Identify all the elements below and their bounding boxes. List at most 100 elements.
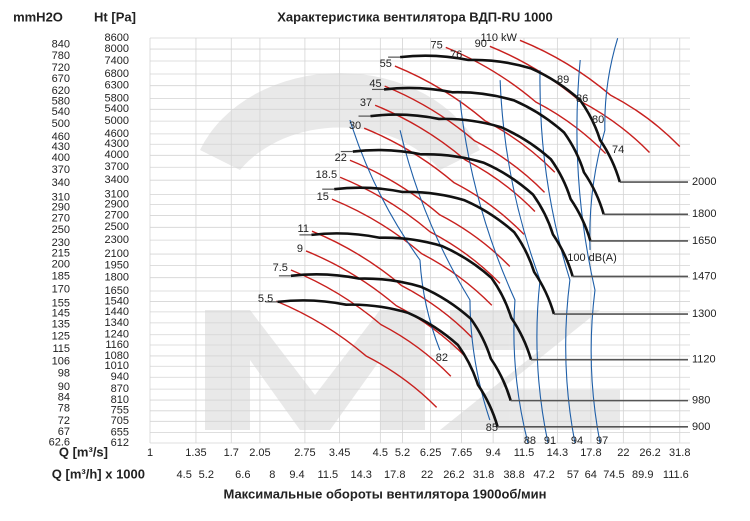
- power-label: 75: [431, 39, 443, 51]
- y-tick-label: 8600: [105, 32, 129, 44]
- y2-tick-label: 840: [52, 39, 70, 51]
- speed-label: 980: [692, 395, 710, 407]
- power-curve: [519, 39, 681, 148]
- y-tick-label: 2700: [105, 209, 129, 221]
- y-tick-label: 4000: [105, 149, 129, 161]
- y2-tick-label: 290: [52, 201, 70, 213]
- speed-curve: [399, 54, 622, 183]
- y-tick-label: 3700: [105, 161, 129, 173]
- x2-tick-label: 17.8: [384, 469, 405, 481]
- x2-tick-label: 57: [567, 469, 579, 481]
- y2-tick-label: 84: [58, 391, 70, 403]
- y-tick-label: 3400: [105, 174, 129, 186]
- y2-tick-label: 170: [52, 283, 70, 295]
- x-tick-label: 1.7: [224, 447, 239, 459]
- x2-tick-label: 89.9: [632, 469, 653, 481]
- x-tick-label: 14.3: [547, 447, 568, 459]
- y2-tick-label: 185: [52, 270, 70, 282]
- y-tick-label: 1950: [105, 259, 129, 271]
- chart-title: Характеристика вентилятора ВДП-RU 1000: [277, 9, 553, 24]
- y2-tick-label: 98: [58, 368, 70, 380]
- power-label: 7.5: [273, 262, 288, 274]
- y2-tick-label: 720: [52, 62, 70, 74]
- speed-label: 1300: [692, 308, 716, 320]
- power-curve: [311, 230, 473, 338]
- speed-label: 1800: [692, 208, 716, 220]
- y-tick-label: 6800: [105, 68, 129, 80]
- power-label: 11: [298, 223, 309, 235]
- noise-curve: [589, 38, 619, 250]
- x2-tick-label: 22: [421, 469, 433, 481]
- x-tick-label: 31.8: [669, 447, 690, 459]
- power-curve: [339, 176, 501, 284]
- y2-tick-label: 310: [52, 191, 70, 203]
- x-tick-label: 26.2: [639, 447, 660, 459]
- power-curve: [290, 269, 452, 377]
- y2-tick-label: 500: [52, 118, 70, 130]
- power-curve: [363, 127, 525, 235]
- y2-tick-label: 580: [52, 95, 70, 107]
- y-tick-label: 8000: [105, 43, 129, 55]
- x2-tick-label: 5.2: [199, 469, 214, 481]
- y-tick-label: 1800: [105, 272, 129, 284]
- y2-tick-label: 430: [52, 141, 70, 153]
- noise-label: 82: [436, 352, 448, 364]
- y2-axis-title: mmH2O: [13, 9, 63, 24]
- y-tick-label: 5000: [105, 115, 129, 127]
- y-tick-label: 1010: [105, 360, 129, 372]
- y2-tick-label: 620: [52, 85, 70, 97]
- x2-axis-title: Q [m³/h] x 1000: [52, 466, 145, 481]
- y-tick-label: 5800: [105, 92, 129, 104]
- x-tick-label: 6.25: [420, 447, 441, 459]
- y-tick-label: 705: [111, 415, 129, 427]
- speed-label: 2000: [692, 176, 716, 188]
- y-tick-label: 1650: [105, 285, 129, 297]
- power-curve: [349, 159, 511, 267]
- power-curve: [305, 250, 467, 358]
- y-tick-label: 612: [111, 437, 129, 449]
- noise-curve: [576, 59, 601, 444]
- x-tick-label: 5.2: [395, 447, 410, 459]
- power-curve: [331, 198, 493, 306]
- x-tick-label: 7.65: [451, 447, 472, 459]
- x-tick-label: 1.35: [185, 447, 206, 459]
- x2-tick-label: 14.3: [351, 469, 372, 481]
- x-tick-label: 17.8: [580, 447, 601, 459]
- noise-label: 88: [524, 435, 536, 447]
- power-label: 90: [475, 38, 487, 50]
- y-tick-label: 7400: [105, 55, 129, 67]
- noise-label: 97: [596, 435, 608, 447]
- y-axis-title: Ht [Pa]: [94, 9, 136, 24]
- y-tick-label: 3100: [105, 188, 129, 200]
- x-tick-label: 11.5: [514, 447, 535, 459]
- x-tick-label: 2.05: [249, 447, 270, 459]
- speed-label: 1650: [692, 235, 716, 247]
- speed-curve: [383, 86, 605, 215]
- y-tick-label: 2100: [105, 248, 129, 260]
- y-tick-label: 2500: [105, 221, 129, 233]
- noise-curve: [399, 130, 491, 421]
- x2-tick-label: 8: [269, 469, 275, 481]
- y2-tick-label: 340: [52, 177, 70, 189]
- power-label: 15: [317, 191, 329, 203]
- speed-curve: [277, 299, 499, 428]
- y-tick-label: 870: [111, 383, 129, 395]
- x-tick-label: 1: [147, 447, 153, 459]
- efficiency-label: 80: [592, 114, 604, 126]
- y-tick-label: 1440: [105, 306, 129, 318]
- noise-label: 100 dB(A): [567, 252, 617, 264]
- power-label: 30: [349, 120, 361, 132]
- y2-tick-label: 215: [52, 247, 70, 259]
- noise-label: 94: [571, 435, 583, 447]
- x2-tick-label: 38.8: [503, 469, 524, 481]
- y2-tick-label: 135: [52, 319, 70, 331]
- x-axis-title: Q [m³/s]: [59, 444, 108, 459]
- x2-tick-label: 111.6: [663, 469, 689, 481]
- y2-tick-label: 230: [52, 237, 70, 249]
- y2-tick-label: 460: [52, 131, 70, 143]
- x-tick-label: 3.45: [329, 447, 350, 459]
- power-label: 18.5: [316, 169, 337, 181]
- y-tick-label: 6300: [105, 80, 129, 92]
- x-tick-label: 22: [617, 447, 629, 459]
- power-curve: [394, 65, 556, 173]
